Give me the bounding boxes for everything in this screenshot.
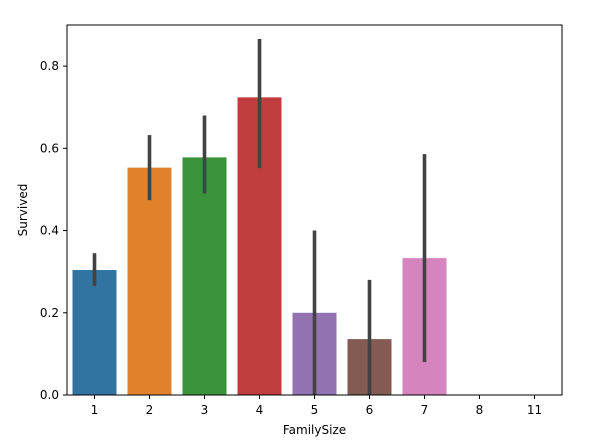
x-tick-label-2: 2: [146, 403, 154, 417]
y-ticks-group: 0.0 0.2 0.4 0.6 0.8: [40, 59, 67, 402]
bar-3: [182, 157, 227, 395]
x-tick-label-5: 5: [311, 403, 319, 417]
y-tick-label-0.8: 0.8: [40, 59, 59, 73]
y-tick-label-0.6: 0.6: [40, 141, 59, 155]
x-tick-label-3: 3: [201, 403, 209, 417]
x-axis-label: FamilySize: [283, 423, 346, 437]
x-tick-label-4: 4: [256, 403, 264, 417]
y-tick-label-0.2: 0.2: [40, 306, 59, 320]
y-tick-label-0.0: 0.0: [40, 388, 59, 402]
x-tick-label-1: 1: [91, 403, 99, 417]
x-tick-label-7: 7: [421, 403, 429, 417]
x-tick-label-8: 8: [476, 403, 484, 417]
bar-2: [127, 167, 172, 395]
y-tick-label-0.4: 0.4: [40, 224, 59, 238]
x-tick-label-6: 6: [366, 403, 374, 417]
error-bars-group: [92, 38, 427, 395]
x-ticks-group: 1 2 3 4 5 6 7 8 11: [91, 395, 542, 417]
y-axis-label: Survived: [16, 184, 30, 237]
bar-1: [72, 270, 117, 395]
x-tick-label-11: 11: [527, 403, 542, 417]
